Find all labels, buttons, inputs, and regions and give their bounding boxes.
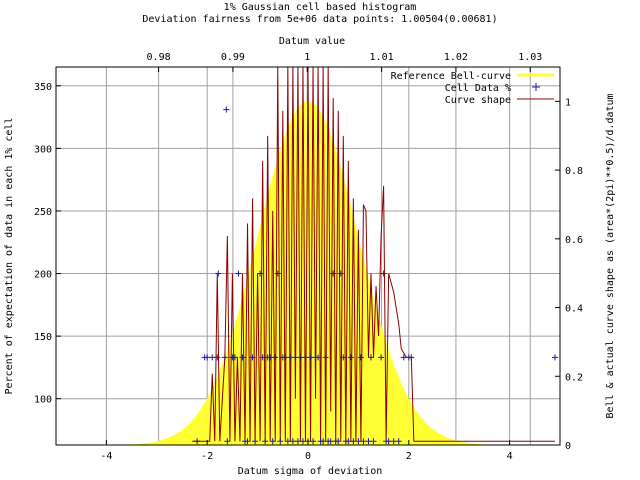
cell-data-point — [355, 438, 362, 445]
x2-tick-label: 0.98 — [147, 52, 171, 63]
reference-bell-curve — [56, 101, 560, 446]
y-tick-label: 100 — [34, 395, 52, 406]
chart-title: 1% Gaussian cell based histogram — [224, 2, 417, 13]
legend: Reference Bell-curve Cell Data % Curve s… — [391, 71, 554, 106]
x-tick-label: 4 — [507, 451, 513, 462]
cell-data-point — [272, 354, 279, 361]
cell-data-point — [274, 270, 281, 277]
cell-data-point — [277, 438, 284, 445]
x2-tick-label: 1.03 — [518, 52, 542, 63]
cell-data-point — [340, 354, 347, 361]
cell-data-point — [269, 438, 276, 445]
cell-data-point — [214, 354, 221, 361]
y-tick-label: 250 — [34, 207, 52, 218]
y2-tick-label: 0.2 — [565, 372, 583, 383]
y2-tick-label: 0 — [565, 441, 571, 452]
cell-data-point — [231, 354, 238, 361]
x2-tick-label: 0.99 — [221, 52, 245, 63]
cell-data-point — [368, 354, 374, 361]
cell-data-point — [204, 354, 211, 361]
cell-data-point — [215, 270, 222, 277]
plot-frame — [55, 66, 561, 446]
cell-data-point — [244, 438, 251, 445]
cell-data-point — [350, 438, 357, 445]
cell-data-point — [235, 270, 242, 277]
x-tick-label: -2 — [201, 451, 213, 462]
cell-data-point — [320, 438, 327, 445]
legend-swatch-cell — [532, 83, 540, 91]
cell-data-point — [322, 354, 329, 361]
cell-data-point — [302, 354, 309, 361]
legend-label-cell: Cell Data % — [445, 83, 511, 94]
cell-data-point — [347, 354, 354, 361]
cell-data-point — [307, 354, 314, 361]
cell-data-point — [360, 438, 367, 445]
x2-tick-label: 1 — [304, 52, 310, 63]
cell-data-point — [330, 270, 337, 277]
x2-tick-label: 1.01 — [370, 52, 394, 63]
cell-data-point — [315, 354, 322, 361]
cell-data-point — [327, 438, 334, 445]
y2-tick-label: 1 — [565, 97, 571, 108]
cell-data-point — [282, 354, 289, 361]
cell-data-point — [289, 438, 296, 445]
cell-data-point — [259, 354, 266, 361]
cell-data-point — [365, 438, 372, 445]
cell-data-point — [294, 438, 301, 445]
cell-data-point — [252, 438, 259, 445]
cell-data-point — [249, 354, 256, 361]
x-axis-label: Datum sigma of deviation — [238, 466, 383, 477]
y2-tick-label: 0.8 — [565, 166, 583, 177]
cell-data-series — [194, 106, 558, 445]
cell-data-point — [239, 354, 246, 361]
y-tick-label: 350 — [34, 82, 52, 93]
cell-data-point — [257, 270, 264, 277]
cell-data-point — [370, 438, 377, 445]
cell-data-point — [337, 270, 344, 277]
x2-axis-label: Datum value — [279, 36, 345, 47]
cell-data-point — [224, 438, 231, 445]
cell-data-point — [299, 438, 306, 445]
x-tick-label: -4 — [100, 451, 112, 462]
y-axis-label: Percent of expectation of data in each 1… — [4, 118, 15, 395]
bell-curve-area — [56, 101, 560, 446]
x-tick-label: 2 — [406, 451, 412, 462]
cell-data-point — [357, 354, 364, 361]
cell-data-point — [194, 438, 201, 445]
cell-data-point — [345, 438, 352, 445]
cell-data-point — [378, 354, 385, 361]
x2-tick-label: 1.02 — [444, 52, 468, 63]
y2-tick-label: 0.6 — [565, 235, 583, 246]
chart-subtitle: Deviation fairness from 5e+06 data point… — [142, 14, 497, 25]
cell-data-point — [390, 438, 397, 445]
legend-label-bell: Reference Bell-curve — [391, 71, 511, 82]
cell-data-point — [310, 438, 317, 445]
cell-data-point — [262, 438, 269, 445]
cell-data-point — [297, 354, 304, 361]
axis-ticks: -4 -2 0 2 4 0.98 0.99 1 1.01 1.02 1.03 100 150 200 250… — [34, 52, 583, 462]
cell-data-point — [395, 438, 402, 445]
x-tick-label: 0 — [305, 451, 311, 462]
cell-data-point — [335, 438, 342, 445]
cell-data-point — [223, 106, 230, 113]
cell-data-point — [380, 270, 387, 277]
cell-data-point — [284, 438, 291, 445]
y-tick-label: 200 — [34, 270, 52, 281]
cell-data-point — [385, 438, 392, 445]
y-tick-label: 150 — [34, 332, 52, 343]
y-tick-label: 300 — [34, 144, 52, 155]
cell-data-point — [287, 354, 294, 361]
y2-tick-label: 0.4 — [565, 304, 583, 315]
y2-axis-label: Bell & actual curve shape as (area*(2pi)… — [605, 93, 616, 418]
cell-data-point — [221, 354, 228, 361]
cell-data-point — [551, 354, 558, 361]
cell-data-point — [408, 354, 415, 361]
cell-data-point — [400, 354, 407, 361]
cell-data-point — [209, 354, 216, 361]
cell-data-point — [267, 354, 274, 361]
cell-data-point — [292, 354, 299, 361]
legend-label-curve: Curve shape — [445, 95, 511, 106]
